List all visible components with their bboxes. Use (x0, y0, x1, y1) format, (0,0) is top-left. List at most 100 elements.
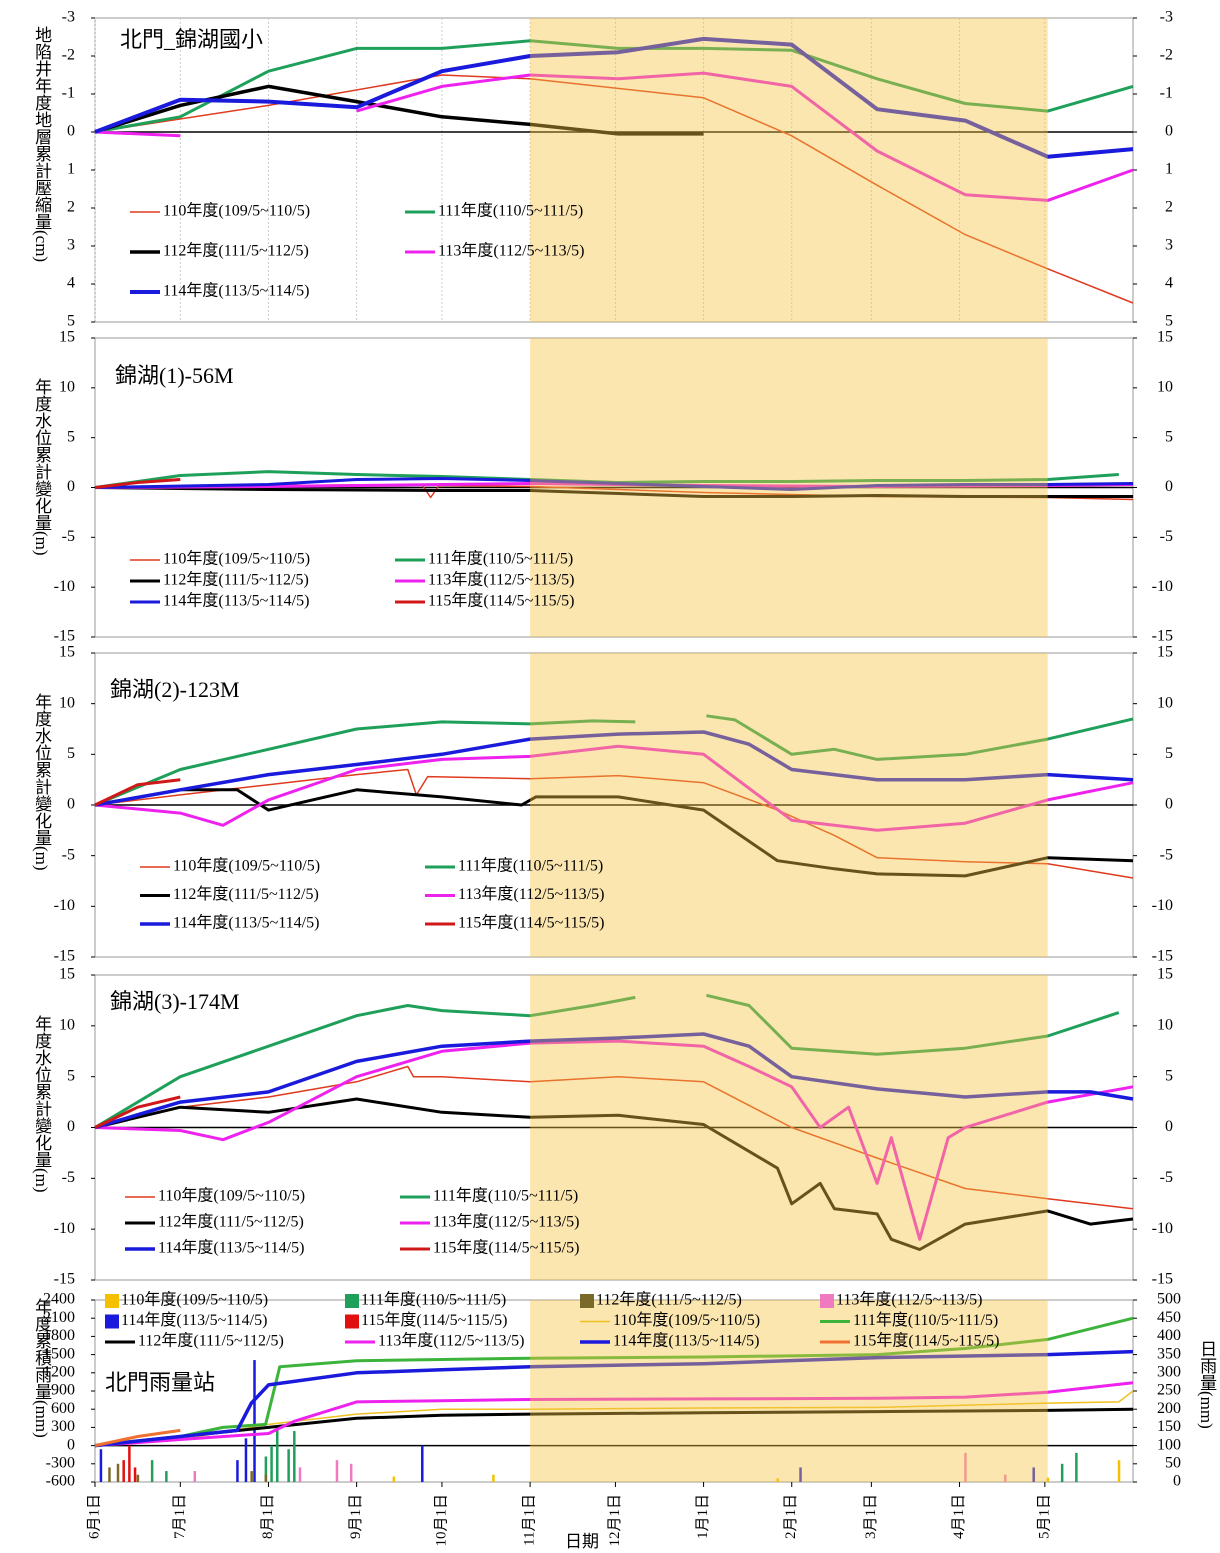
legend-label: 113年度(112/5~113/5) (438, 242, 584, 260)
x-tick-label: 7月1日 (172, 1494, 188, 1539)
legend-label: 112年度(111/5~112/5) (173, 885, 319, 903)
y-tick-label: 0 (1165, 796, 1173, 813)
legend-label: 111年度(110/5~111/5) (438, 202, 583, 220)
y-tick-label: 5 (67, 1067, 75, 1084)
y-tick-label: 0 (1165, 1118, 1173, 1135)
rain-bar (116, 1463, 120, 1482)
y-axis-label: 地陷井年度地層累計壓縮量(cm) (32, 26, 52, 262)
legend-swatch (105, 1314, 119, 1329)
y2-tick-label: 500 (1157, 1291, 1181, 1308)
x-tick-label: 2月1日 (783, 1494, 799, 1539)
y-tick-label: 600 (51, 1400, 75, 1417)
y-tick-label: 5 (67, 428, 75, 445)
y-tick-label: -2 (62, 47, 75, 64)
y-tick-label: 10 (1157, 1017, 1173, 1034)
y2-tick-label: 300 (1157, 1363, 1181, 1380)
series-line (94, 730, 1134, 807)
plot-area (94, 1299, 1134, 1483)
legend-swatch (580, 1294, 594, 1308)
y-tick-label: -5 (62, 846, 75, 863)
x-tick-label: 6月1日 (86, 1494, 102, 1539)
y-tick-label: -15 (1152, 948, 1173, 965)
y-tick-label: 5 (67, 313, 75, 330)
series-line (94, 1039, 1134, 1241)
y-tick-label: 1 (1165, 161, 1173, 178)
y-tick-label: 3 (67, 237, 75, 254)
y-tick-label: 0 (67, 1436, 75, 1453)
y-tick-label: 0 (67, 1118, 75, 1135)
y2-tick-label: 200 (1157, 1400, 1181, 1417)
y-tick-label: -3 (62, 9, 75, 26)
legend-label: 115年度(114/5~115/5) (433, 1239, 579, 1257)
y-tick-label: 900 (51, 1382, 75, 1399)
y-tick-label: -10 (54, 578, 75, 595)
y-tick-label: 5 (1165, 313, 1173, 330)
panel: -600-30003006009001200150018002100240005… (32, 1291, 1217, 1551)
y-axis-label: 年度水位累計變化量(m) (32, 693, 52, 871)
x-axis-label: 日期 (565, 1532, 599, 1551)
y-axis-label: 年度累積雨量(mm) (32, 1298, 52, 1438)
y-tick-label: 10 (59, 694, 75, 711)
rain-bar (776, 1478, 780, 1482)
y-tick-label: -5 (62, 1169, 75, 1186)
rain-bar (349, 1463, 353, 1482)
y2-tick-label: 50 (1165, 1454, 1181, 1471)
legend-label: 110年度(109/5~110/5) (163, 202, 310, 220)
rain-bar (193, 1471, 197, 1482)
x-tick-label: 4月1日 (951, 1494, 967, 1539)
legend-label: 113年度(112/5~113/5) (836, 1291, 982, 1309)
legend-label: 112年度(111/5~112/5) (163, 571, 309, 589)
panel-title: 錦湖(3)-174M (110, 989, 240, 1014)
y2-tick-label: 400 (1157, 1327, 1181, 1344)
rain-bar (298, 1467, 302, 1482)
legend-label: 114年度(113/5~114/5) (163, 592, 309, 610)
legend-label: 112年度(111/5~112/5) (163, 242, 309, 260)
panel: -3 -3 -2 -2 -1 -1 0 0 1 1 2 2 3 3 4 4 5 5 北門_錦湖國小 地陷井年度地層累計… (32, 9, 1173, 330)
legend-label: 112年度(111/5~112/5) (596, 1291, 742, 1309)
rain-bar (128, 1445, 131, 1482)
y2-tick-label: 450 (1157, 1309, 1181, 1326)
legend-label: 111年度(110/5~111/5) (458, 857, 603, 875)
y-tick-label: 0 (67, 123, 75, 140)
y-tick-label: 10 (1157, 694, 1173, 711)
series-line (94, 1095, 181, 1129)
legend-label: 111年度(110/5~111/5) (853, 1311, 998, 1329)
series-line (94, 768, 1134, 879)
series-line (94, 714, 1134, 807)
series-line (94, 478, 181, 489)
legend-label: 111年度(110/5~111/5) (428, 550, 573, 568)
series-line (94, 36, 1134, 159)
legend-swatch (820, 1294, 834, 1308)
x-tick-label: 12月1日 (607, 1494, 623, 1547)
y-tick-label: -15 (54, 1271, 75, 1288)
y-tick-label: -10 (1152, 1220, 1173, 1237)
y-tick-label: 5 (67, 745, 75, 762)
y-tick-label: -10 (54, 1220, 75, 1237)
y-tick-label: -1 (1160, 85, 1173, 102)
y-tick-label: 0 (67, 796, 75, 813)
series-line (94, 477, 1134, 491)
rain-bar (108, 1467, 111, 1482)
y-tick-label: 10 (59, 379, 75, 396)
legend-label: 115年度(114/5~115/5) (361, 1311, 507, 1329)
y-tick-label: 5 (1165, 1067, 1173, 1084)
y-tick-label: 5 (1165, 745, 1173, 762)
x-tick-label: 11月1日 (522, 1494, 538, 1546)
legend-label: 115年度(114/5~115/5) (458, 914, 604, 932)
rain-bar (799, 1467, 802, 1482)
y-tick-label: -10 (1152, 578, 1173, 595)
series-line (94, 1097, 1134, 1251)
y-tick-label: 15 (1157, 329, 1173, 346)
legend-label: 114年度(113/5~114/5) (121, 1311, 267, 1329)
series-line (94, 71, 1134, 202)
y2-tick-label: 0 (1173, 1473, 1181, 1490)
rain-bar (392, 1476, 396, 1482)
legend-label: 113年度(112/5~113/5) (433, 1213, 579, 1231)
legend-swatch (105, 1294, 119, 1308)
series-line (94, 486, 1133, 498)
y-tick-label: -15 (54, 948, 75, 965)
rain-bar (264, 1456, 268, 1482)
highlight-band (530, 975, 1048, 1280)
y-axis-label: 年度水位累計變化量(m) (32, 1015, 52, 1193)
rain-bar (253, 1360, 256, 1482)
